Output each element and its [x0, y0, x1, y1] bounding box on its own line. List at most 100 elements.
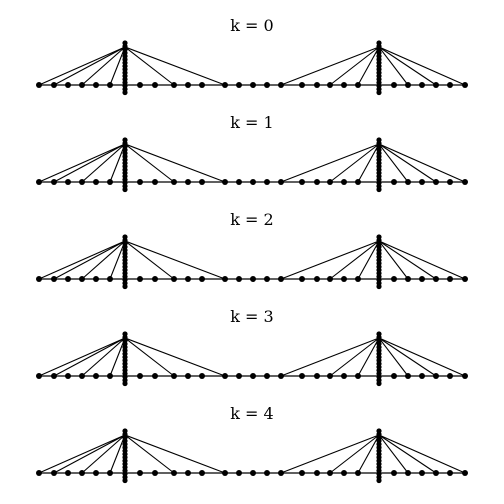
deck-node	[264, 276, 270, 282]
deck-node	[107, 82, 113, 88]
deck-node	[433, 470, 439, 476]
stay-cable	[357, 337, 380, 377]
deck-node	[250, 373, 256, 379]
stay-cable	[378, 240, 437, 280]
stay-cable	[124, 240, 175, 280]
mast-node	[122, 380, 128, 387]
deck-node	[250, 470, 256, 476]
deck-node	[152, 276, 158, 282]
deck-node	[355, 179, 361, 185]
deck-node	[36, 179, 42, 185]
deck-node	[199, 179, 205, 185]
deck-node	[65, 82, 71, 88]
stay-cable	[329, 434, 380, 474]
deck-node	[264, 373, 270, 379]
deck-node	[107, 373, 113, 379]
deck-node	[65, 470, 71, 476]
deck-node	[278, 470, 284, 476]
deck-node	[447, 179, 453, 185]
deck-node	[137, 82, 143, 88]
deck-node	[65, 179, 71, 185]
deck-node	[299, 82, 305, 88]
deck-node	[314, 179, 320, 185]
deck-node	[171, 276, 177, 282]
deck-node	[171, 82, 177, 88]
deck-node	[264, 82, 270, 88]
deck-node	[391, 276, 397, 282]
deck-node	[391, 82, 397, 88]
stay-cable	[38, 143, 126, 183]
deck-node	[250, 179, 256, 185]
deck-node	[185, 373, 191, 379]
mast-node	[122, 283, 128, 290]
deck-node	[419, 373, 425, 379]
deck-node	[107, 179, 113, 185]
stay-cable	[357, 46, 380, 86]
mast-node	[376, 283, 382, 290]
mast-node	[122, 89, 128, 96]
deck-node	[391, 470, 397, 476]
deck-node	[314, 82, 320, 88]
stay-cable	[124, 434, 175, 474]
deck-node	[65, 276, 71, 282]
deck-node	[405, 276, 411, 282]
panel-label: k = 4	[230, 404, 273, 423]
deck-node	[51, 179, 57, 185]
deck-node	[199, 470, 205, 476]
deck-node	[51, 276, 57, 282]
deck-node	[327, 276, 333, 282]
deck-node	[419, 470, 425, 476]
deck-node	[171, 179, 177, 185]
stay-cable	[280, 337, 380, 377]
deck-node	[36, 373, 42, 379]
deck-node	[447, 276, 453, 282]
stay-cable	[81, 434, 126, 474]
deck-node	[278, 82, 284, 88]
deck-node	[355, 82, 361, 88]
deck-node	[433, 82, 439, 88]
deck-node	[462, 470, 468, 476]
deck-node	[107, 470, 113, 476]
deck-node	[341, 179, 347, 185]
stay-cable	[124, 240, 226, 280]
deck-node	[391, 373, 397, 379]
panel-1: k = 1	[36, 113, 468, 193]
deck-node	[355, 470, 361, 476]
deck-node	[462, 276, 468, 282]
deck-node	[405, 82, 411, 88]
deck-node	[433, 276, 439, 282]
deck-node	[222, 373, 228, 379]
deck-node	[314, 276, 320, 282]
stay-cable	[53, 434, 126, 474]
stay-cable	[378, 46, 409, 86]
stay-cable	[280, 240, 380, 280]
stay-cable	[378, 337, 409, 377]
deck-node	[447, 470, 453, 476]
deck-node	[93, 470, 99, 476]
deck-node	[405, 179, 411, 185]
stay-cable	[280, 143, 380, 183]
deck-node	[93, 179, 99, 185]
deck-node	[314, 373, 320, 379]
deck-node	[107, 276, 113, 282]
deck-node	[51, 373, 57, 379]
stay-cable	[378, 143, 466, 183]
deck-node	[341, 276, 347, 282]
stay-cable	[329, 46, 380, 86]
stay-cable	[378, 337, 466, 377]
deck-node	[171, 470, 177, 476]
deck-node	[327, 82, 333, 88]
deck-node	[419, 179, 425, 185]
stay-cable	[329, 143, 380, 183]
deck-node	[236, 82, 242, 88]
deck-node	[278, 276, 284, 282]
mast-node	[376, 89, 382, 96]
stay-cable	[38, 434, 126, 474]
stay-cable	[38, 337, 126, 377]
deck-node	[278, 373, 284, 379]
deck-node	[185, 470, 191, 476]
stay-cable	[280, 46, 380, 86]
stay-cable	[124, 46, 226, 86]
stay-cable	[378, 240, 466, 280]
